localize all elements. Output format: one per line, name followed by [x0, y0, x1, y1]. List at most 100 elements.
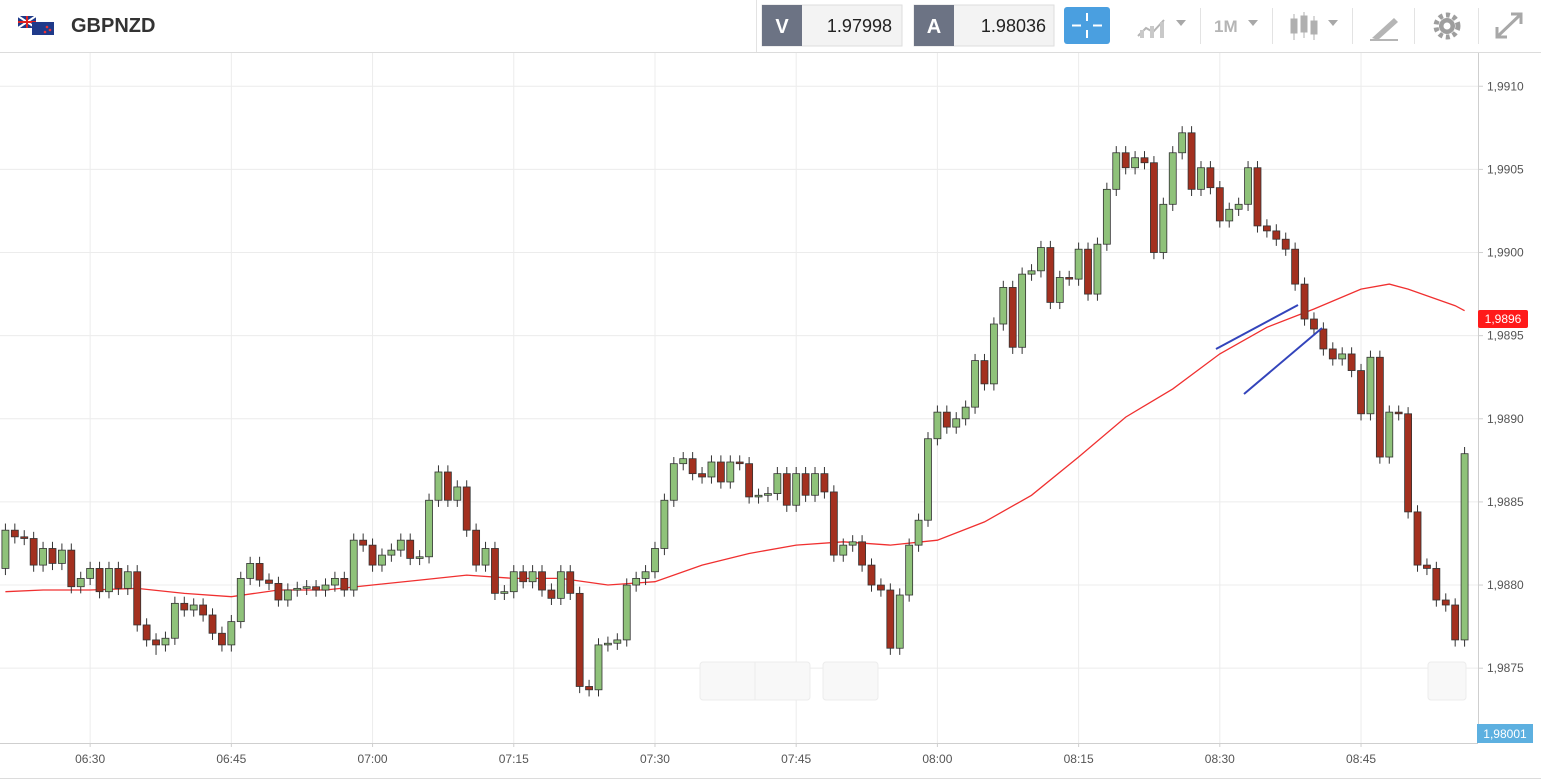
candle-body	[491, 548, 499, 594]
candle-body	[566, 571, 575, 594]
crosshair-button[interactable]	[1064, 7, 1110, 44]
timeframe[interactable]: 1M	[1214, 17, 1238, 36]
candle-body	[1328, 348, 1337, 360]
candle-body	[1093, 243, 1102, 295]
candle-body	[1413, 511, 1422, 566]
candle-body	[387, 549, 396, 556]
candle-body	[1084, 248, 1092, 295]
candle-body	[1319, 328, 1328, 350]
candle-body	[528, 571, 537, 583]
candle-body	[641, 571, 650, 579]
settings-button[interactable]	[1433, 12, 1461, 40]
candle-body	[208, 614, 217, 634]
candle-body	[792, 473, 801, 506]
candle-body	[105, 568, 113, 593]
candle-body	[1159, 203, 1168, 253]
candle-body	[1451, 604, 1460, 641]
candle-body	[443, 471, 452, 501]
trend-line[interactable]	[1243, 327, 1323, 395]
candle-body	[726, 461, 735, 483]
y-tick-label: 1,9880	[1487, 578, 1524, 592]
moving-average	[5, 283, 1465, 598]
candle-body	[585, 686, 593, 691]
candle-body	[1441, 599, 1450, 606]
candle-body	[1, 529, 10, 569]
candle-body	[39, 548, 47, 566]
candle-body	[556, 571, 565, 599]
drawing-tools-button[interactable]	[1370, 18, 1398, 41]
x-tick-label: 06:30	[75, 752, 105, 766]
candle-body	[20, 536, 29, 539]
candle-body	[1272, 230, 1281, 240]
candle-body	[500, 591, 509, 594]
y-tick-label: 1,9905	[1487, 162, 1524, 176]
candle-body	[283, 589, 292, 601]
ma-tag: 1,9896	[1485, 312, 1522, 326]
candle-body	[472, 529, 481, 566]
candle-body	[95, 568, 104, 593]
x-tick-label: 08:15	[1064, 752, 1094, 766]
candle-body	[10, 529, 19, 538]
candle-body	[688, 458, 697, 475]
candle-body	[1460, 453, 1469, 641]
candle-body	[1310, 318, 1318, 330]
candle-body	[1187, 132, 1196, 190]
candle-body	[754, 494, 763, 498]
candle-body	[679, 458, 688, 465]
candle-body	[246, 563, 255, 579]
fullscreen-button[interactable]	[1495, 12, 1523, 39]
candle-body	[396, 539, 405, 551]
candle-body	[434, 471, 443, 501]
candle-body	[1197, 167, 1205, 190]
candle-body	[613, 639, 622, 644]
candle-body	[48, 548, 57, 564]
candle-body	[1074, 248, 1083, 280]
candle-body	[669, 463, 678, 501]
candle-body	[180, 602, 189, 611]
currency-flags	[17, 15, 54, 35]
y-tick-label: 1,9910	[1487, 79, 1524, 93]
price-tag: 1,98001	[1483, 727, 1527, 741]
candle-body	[1027, 270, 1036, 275]
candle-body	[1262, 225, 1271, 232]
ma-tag-box	[1478, 310, 1528, 329]
candle-body	[1037, 247, 1045, 272]
scroll-end-button[interactable]	[1427, 661, 1467, 701]
y-tick-label: 1,9900	[1487, 246, 1524, 260]
candle-body	[509, 571, 518, 593]
candle-body	[274, 582, 283, 601]
x-tick-label: 08:45	[1346, 752, 1376, 766]
x-tick-label: 08:30	[1205, 752, 1235, 766]
candle-body	[820, 473, 829, 493]
candle-style-button[interactable]	[1290, 12, 1338, 40]
candle-body	[895, 594, 904, 649]
candle-body	[1234, 203, 1243, 210]
candle-body	[594, 644, 603, 691]
x-tick-label: 07:00	[358, 752, 388, 766]
candle-body	[133, 571, 142, 626]
candle-body	[415, 556, 424, 559]
candle-body	[952, 418, 961, 428]
candle-body	[745, 463, 754, 498]
symbol: GBPNZD	[71, 15, 155, 37]
candle-body	[1404, 413, 1413, 513]
candle-body	[57, 549, 66, 564]
candle-body	[547, 589, 556, 599]
candle-body	[1206, 167, 1215, 189]
y-tick-label: 1,9895	[1487, 329, 1524, 343]
candle-body	[227, 621, 236, 646]
candle-body	[1225, 208, 1234, 222]
reset-button[interactable]	[822, 661, 879, 701]
chart-type-button[interactable]	[1137, 19, 1186, 38]
candle-body	[632, 577, 641, 586]
candle-body	[293, 587, 302, 591]
candle-body	[999, 287, 1008, 325]
candle-body	[255, 563, 264, 581]
candle-body	[425, 499, 433, 558]
candle-body	[1046, 247, 1055, 303]
trend-line[interactable]	[1215, 304, 1299, 350]
candle-body	[321, 584, 330, 591]
candle-body	[801, 473, 810, 496]
